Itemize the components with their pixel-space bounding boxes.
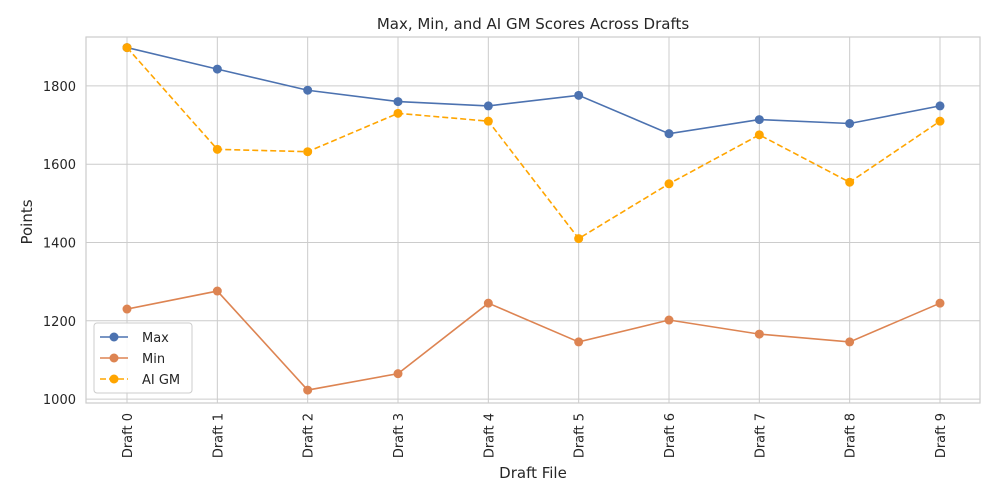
y-tick-label: 1000 xyxy=(43,393,76,408)
legend-label: Max xyxy=(142,331,169,346)
data-point-max xyxy=(754,115,764,125)
legend-item-ai-gm: AI GM xyxy=(100,373,180,388)
y-axis-label: Points xyxy=(18,199,36,244)
data-point-min xyxy=(754,329,764,339)
legend-box xyxy=(93,322,193,394)
y-axis-ticks: 1000 1200 1400 1600 1800 xyxy=(43,80,76,408)
data-point-ai-gm xyxy=(574,234,584,244)
x-tick-label: Draft 3 xyxy=(392,413,407,458)
y-tick-label: 1400 xyxy=(43,237,76,252)
data-point-min xyxy=(664,315,674,325)
data-point-max xyxy=(935,101,945,111)
data-point-ai-gm xyxy=(845,177,855,187)
data-point-min xyxy=(122,304,132,314)
legend-label: Min xyxy=(142,352,165,367)
data-point-ai-gm xyxy=(303,147,313,157)
y-tick-label: 1600 xyxy=(43,158,76,173)
chart-title: Max, Min, and AI GM Scores Across Drafts xyxy=(377,15,690,33)
data-point-ai-gm xyxy=(212,144,222,154)
data-point-max xyxy=(212,64,222,74)
series-line-ai-gm xyxy=(126,47,941,240)
data-point-max xyxy=(303,85,313,95)
x-tick-label: Draft 2 xyxy=(302,413,317,458)
data-point-ai-gm xyxy=(664,179,674,189)
legend-item-min: Min xyxy=(100,352,165,367)
series-line-max xyxy=(126,46,941,135)
legend: Max Min AI GM xyxy=(93,322,193,394)
data-point-min xyxy=(212,286,222,296)
x-tick-label: Draft 0 xyxy=(121,413,136,458)
y-tick-label: 1200 xyxy=(43,315,76,330)
series-min xyxy=(122,286,945,395)
data-point-max xyxy=(664,129,674,139)
x-tick-label: Draft 1 xyxy=(211,413,226,458)
data-point-min xyxy=(483,298,493,308)
series-line-min xyxy=(126,290,941,391)
data-point-min xyxy=(935,298,945,308)
data-point-max xyxy=(393,97,403,107)
legend-item-max: Max xyxy=(100,331,169,346)
data-point-ai-gm xyxy=(935,116,945,126)
data-point-min xyxy=(393,369,403,379)
plot-frame xyxy=(85,36,981,404)
data-point-min xyxy=(303,385,313,395)
legend-swatch-marker xyxy=(109,374,119,384)
y-tick-label: 1800 xyxy=(43,80,76,95)
data-point-ai-gm xyxy=(393,108,403,118)
series-group xyxy=(122,43,945,395)
x-tick-label: Draft 8 xyxy=(844,413,859,458)
legend-swatch-marker xyxy=(109,332,119,342)
x-tick-label: Draft 7 xyxy=(753,413,768,458)
data-point-ai-gm xyxy=(754,130,764,140)
x-axis-ticks: Draft 0 Draft 1 Draft 2 Draft 3 Draft 4 Draft… xyxy=(121,413,949,458)
data-point-min xyxy=(845,337,855,347)
data-point-max xyxy=(574,90,584,100)
data-point-max xyxy=(483,101,493,111)
data-point-max xyxy=(845,119,855,129)
x-axis-label: Draft File xyxy=(499,464,567,482)
x-tick-label: Draft 6 xyxy=(663,413,678,458)
data-point-min xyxy=(574,337,584,347)
legend-swatch-marker xyxy=(109,353,119,363)
x-tick-label: Draft 4 xyxy=(482,413,497,458)
legend-label: AI GM xyxy=(142,373,180,388)
x-tick-label: Draft 5 xyxy=(573,413,588,458)
x-tick-label: Draft 9 xyxy=(934,413,949,458)
data-point-ai-gm xyxy=(483,116,493,126)
series-ai-gm xyxy=(122,43,945,244)
data-point-ai-gm xyxy=(122,43,132,53)
